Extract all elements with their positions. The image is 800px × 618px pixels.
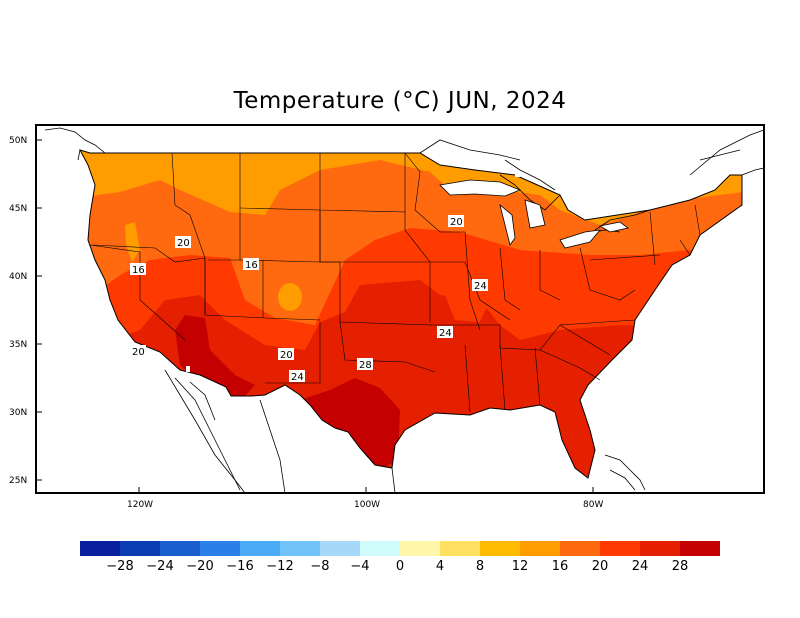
zone-florida: [556, 412, 592, 478]
state-borders: [89, 152, 701, 413]
colorbar-label: −16: [226, 559, 253, 574]
colorbar-label: −20: [186, 559, 213, 574]
colorbar: −28 −24 −20 −16 −12 −8 −4 0 4 8 12 16 20 24 28: [80, 541, 720, 574]
contour-label-16-nevada: 16: [132, 265, 145, 276]
contour-label-20-california: 20: [132, 347, 145, 358]
colorbar-swatch: [400, 541, 440, 556]
colorbar-swatch: [440, 541, 480, 556]
map-title: Temperature (°C) JUN, 2024: [233, 88, 567, 114]
colorbar-swatch: [280, 541, 320, 556]
lat-label-50n: 50N: [9, 136, 27, 146]
lat-label-40n: 40N: [9, 272, 27, 282]
colorbar-swatch: [560, 541, 600, 556]
lon-label-120w: 120W: [127, 500, 153, 510]
colorbar-swatch: [160, 541, 200, 556]
colorbar-swatch: [360, 541, 400, 556]
colorbar-label: 16: [552, 559, 569, 574]
colorbar-swatch: [120, 541, 160, 556]
contour-label-20-idaho: 20: [177, 238, 190, 249]
contour-label-16-colorado: 16: [245, 260, 258, 271]
colorbar-label: 12: [512, 559, 529, 574]
colorbar-label: −24: [146, 559, 173, 574]
colorbar-label: 0: [396, 559, 404, 574]
coastlines: [44, 127, 765, 494]
lat-label-45n: 45N: [9, 204, 27, 214]
lon-label-80w: 80W: [583, 500, 603, 510]
colorbar-swatch: [240, 541, 280, 556]
lat-axis: 50N 45N 40N 35N 30N 25N: [9, 136, 42, 486]
contour-label-28-texas: 28: [359, 360, 372, 371]
colorbar-swatch: [320, 541, 360, 556]
contour-label-24-newmexico: 24: [291, 372, 304, 383]
lon-axis: 120W 100W 80W: [127, 487, 603, 510]
contour-label-20-newmexico: 20: [280, 350, 293, 361]
contour-labels: 20 16 16 20 20 24 28 24 24 20 20: [130, 215, 488, 383]
colorbar-label: −28: [106, 559, 133, 574]
zone-hot-texas: [300, 378, 400, 470]
colorbar-swatch: [80, 541, 120, 556]
zone-cool-idaho: [125, 222, 140, 262]
colorbar-label: −4: [350, 559, 369, 574]
colorbar-swatch: [640, 541, 680, 556]
lake-marker: [515, 172, 520, 177]
colorbar-label: 8: [476, 559, 484, 574]
lat-label-25n: 25N: [9, 476, 27, 486]
colorbar-swatch: [680, 541, 720, 556]
lat-label-30n: 30N: [9, 408, 27, 418]
contour-label-24-missouri: 24: [474, 281, 487, 292]
contour-label-20-midwest: 20: [450, 217, 463, 228]
great-lakes: [439, 179, 629, 249]
colorbar-swatch: [200, 541, 240, 556]
us-outline: [78, 149, 743, 479]
zone-ozarks: [445, 290, 490, 322]
colorbar-label: 24: [632, 559, 649, 574]
lon-label-100w: 100W: [354, 500, 380, 510]
zone-cool-colorado: [278, 283, 302, 311]
colorbar-swatch: [600, 541, 640, 556]
colorbar-label: −8: [310, 559, 329, 574]
colorbar-label: −12: [266, 559, 293, 574]
colorbar-label: 20: [592, 559, 609, 574]
contour-label-24-arkansas: 24: [439, 328, 452, 339]
colorbar-swatch: [480, 541, 520, 556]
colorbar-label: 4: [436, 559, 444, 574]
colorbar-swatch: [520, 541, 560, 556]
lat-label-35n: 35N: [9, 340, 27, 350]
salton-sea-marker: [186, 366, 190, 372]
colorbar-label: 28: [672, 559, 689, 574]
